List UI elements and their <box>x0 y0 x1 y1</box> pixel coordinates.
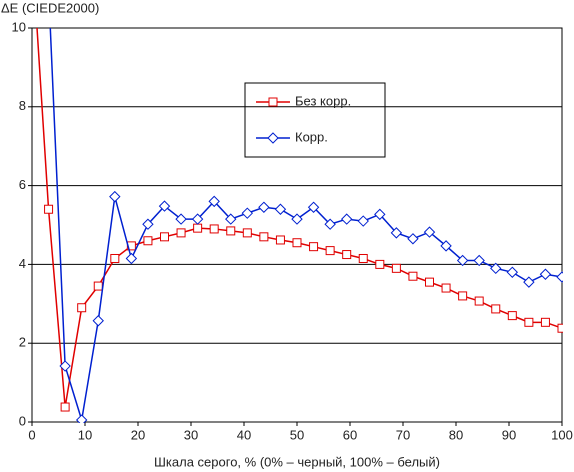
marker <box>523 276 535 288</box>
marker <box>307 201 320 213</box>
x-tick-label: 60 <box>343 427 357 442</box>
marker <box>75 414 88 423</box>
x-tick-label: 100 <box>551 427 573 442</box>
marker <box>60 402 70 412</box>
marker <box>556 271 563 283</box>
marker <box>92 315 104 327</box>
y-tick-label: 8 <box>19 98 26 113</box>
marker <box>507 311 517 321</box>
marker <box>226 226 236 236</box>
marker <box>458 291 468 301</box>
marker <box>241 207 254 219</box>
marker <box>408 271 418 281</box>
marker <box>193 223 203 233</box>
marker <box>358 253 368 263</box>
marker <box>490 262 502 275</box>
marker <box>374 208 386 221</box>
marker <box>77 303 87 313</box>
y-tick-label: 6 <box>19 177 26 192</box>
marker <box>176 228 186 238</box>
x-axis-label: Шкала серого, % (0% – черный, 100% – бел… <box>154 454 440 469</box>
marker <box>456 254 469 267</box>
marker <box>259 232 269 242</box>
marker <box>340 213 353 225</box>
x-tick-label: 80 <box>449 427 463 442</box>
legend-marker <box>268 97 278 107</box>
y-axis-label: ΔE (CIEDE2000) <box>1 0 99 15</box>
x-tick-label: 30 <box>184 427 198 442</box>
y-tick-label: 10 <box>12 19 26 34</box>
marker <box>125 252 138 265</box>
marker <box>473 254 485 267</box>
marker <box>441 283 451 293</box>
marker <box>324 218 336 230</box>
x-tick-label: 0 <box>28 427 35 442</box>
marker <box>357 215 369 227</box>
marker <box>524 317 534 327</box>
legend-marker <box>267 132 279 144</box>
marker <box>491 304 501 314</box>
marker <box>440 240 452 252</box>
marker <box>474 296 484 306</box>
marker <box>208 195 220 208</box>
marker <box>506 266 519 278</box>
marker <box>390 227 403 239</box>
y-tick-label: 4 <box>19 256 26 271</box>
marker <box>142 218 154 230</box>
marker <box>158 200 171 212</box>
marker <box>425 277 434 287</box>
y-tick-label: 0 <box>19 413 26 428</box>
marker <box>325 246 335 256</box>
marker <box>225 213 237 225</box>
marker <box>242 228 252 238</box>
plot-area <box>36 28 563 423</box>
marker <box>258 201 270 213</box>
marker <box>539 268 552 280</box>
y-tick-label: 2 <box>19 335 26 350</box>
marker <box>375 259 385 269</box>
marker <box>407 233 419 245</box>
legend-label: Без корр. <box>295 93 351 108</box>
x-tick-label: 20 <box>131 427 145 442</box>
marker <box>143 236 153 246</box>
series-line <box>36 28 563 408</box>
x-tick-label: 40 <box>237 427 251 442</box>
marker <box>175 213 187 225</box>
marker <box>342 250 352 260</box>
marker <box>557 323 563 333</box>
marker <box>275 235 285 245</box>
x-tick-label: 50 <box>290 427 304 442</box>
marker <box>109 190 121 203</box>
marker <box>423 226 436 238</box>
marker <box>93 281 103 291</box>
x-tick-label: 70 <box>396 427 410 442</box>
series-line <box>49 28 563 421</box>
marker <box>309 242 319 252</box>
marker <box>391 263 401 273</box>
x-tick-label: 90 <box>502 427 516 442</box>
marker <box>160 232 169 242</box>
marker <box>274 203 287 215</box>
marker <box>44 204 54 214</box>
marker <box>292 238 302 248</box>
marker <box>291 213 303 225</box>
x-tick-label: 10 <box>78 427 92 442</box>
legend <box>244 82 386 158</box>
marker <box>209 224 219 234</box>
marker <box>540 317 550 327</box>
marker <box>191 213 204 225</box>
legend-label: Корр. <box>295 129 328 144</box>
marker <box>110 253 120 263</box>
marker <box>59 360 71 372</box>
